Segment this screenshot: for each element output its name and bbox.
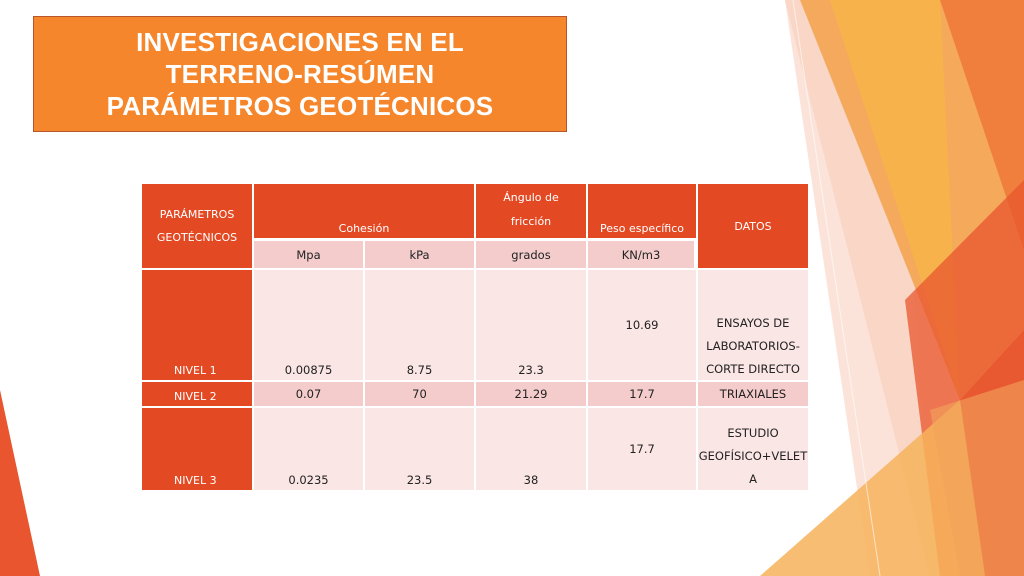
cell-datos-line: ESTUDIO: [727, 425, 779, 440]
cell-kpa-1: 8.75: [365, 270, 474, 380]
cell-value: 10.69: [625, 318, 659, 332]
row-label-text: NIVEL 2: [174, 390, 217, 403]
right-shape-bottom-2: [930, 380, 1024, 576]
header-peso-label: Peso específico: [599, 222, 685, 235]
cell-grados-1: 23.3: [476, 270, 586, 380]
header-parametros: PARÁMETROS GEOTÉCNICOS: [142, 184, 252, 268]
cell-kpa-3: 23.5: [365, 408, 474, 490]
cell-value: 0.0235: [288, 473, 329, 487]
header-peso: Peso específico: [588, 184, 696, 238]
cell-mpa-2: 0.07: [254, 382, 363, 406]
cell-datos-line: TRIAXIALES: [719, 387, 787, 401]
slide-title-line-3: PARÁMETROS GEOTÉCNICOS: [106, 91, 494, 121]
cell-value: 23.3: [518, 363, 544, 377]
cell-peso-2: 17.7: [588, 382, 696, 406]
cell-datos-line: GEOFÍSICO+VELET: [698, 448, 808, 463]
cell-mpa-1: 0.00875: [254, 270, 363, 380]
row-label-nivel-2: NIVEL 2: [142, 382, 252, 406]
header-parametros-line-1: PARÁMETROS: [159, 208, 235, 221]
cell-datos-line: LABORATORIOS-: [706, 338, 800, 353]
header-cohesion: Cohesión: [254, 184, 474, 238]
row-label-text: NIVEL 3: [174, 474, 217, 487]
header-datos: DATOS: [698, 184, 808, 268]
cell-datos-2: TRIAXIALES: [698, 382, 808, 406]
unit-mpa: Mpa: [254, 241, 363, 268]
left-triangle-shape: [0, 390, 40, 576]
cell-grados-3: 38: [476, 408, 586, 490]
cell-datos-line: ENSAYOS DE: [716, 315, 790, 330]
header-cohesion-label: Cohesión: [338, 222, 390, 235]
row-label-nivel-3: NIVEL 3: [142, 408, 252, 490]
slide-title-box: INVESTIGACIONES EN EL TERRENO-RESÚMEN PA…: [33, 16, 567, 132]
header-angulo-line-1: Ángulo de: [503, 190, 559, 204]
cell-value: 70: [412, 387, 427, 401]
cell-mpa-3: 0.0235: [254, 408, 363, 490]
slide-title-line-1: INVESTIGACIONES EN EL: [136, 27, 464, 57]
cell-value: 38: [523, 473, 539, 487]
slide-title-line-2: TERRENO-RESÚMEN: [165, 59, 435, 89]
cell-value: 17.7: [629, 387, 655, 401]
cell-value: 17.7: [629, 442, 655, 456]
geotechnical-parameters-table: PARÁMETROS GEOTÉCNICOS Cohesión Ángulo d…: [142, 184, 808, 490]
cell-value: 0.07: [295, 387, 322, 401]
cell-datos-line: CORTE DIRECTO: [706, 361, 800, 376]
header-angulo-line-2: fricción: [510, 214, 552, 228]
right-shape-bottom: [760, 400, 985, 576]
cell-value: 21.29: [514, 387, 548, 401]
cell-grados-2: 21.29: [476, 382, 586, 406]
header-parametros-line-2: GEOTÉCNICOS: [156, 231, 238, 244]
right-shape-deep: [940, 0, 1024, 250]
cell-peso-3: 17.7: [588, 408, 696, 490]
row-label-text: NIVEL 1: [174, 364, 217, 377]
header-angulo: Ángulo de fricción: [476, 184, 586, 238]
cell-datos-line: A: [749, 471, 757, 486]
cell-datos-1: ENSAYOS DE LABORATORIOS- CORTE DIRECTO: [698, 270, 808, 380]
cell-value: 23.5: [406, 473, 433, 487]
unit-kpa: kPa: [365, 241, 474, 268]
cell-kpa-2: 70: [365, 382, 474, 406]
row-label-nivel-1: NIVEL 1: [142, 270, 252, 380]
unit-grados: grados: [476, 241, 586, 268]
cell-value: 0.00875: [284, 363, 333, 377]
cell-value: 8.75: [406, 363, 433, 377]
cell-datos-3: ESTUDIO GEOFÍSICO+VELET A: [698, 408, 808, 490]
header-datos-label: DATOS: [734, 220, 772, 233]
cell-peso-1: 10.69: [588, 270, 696, 380]
unit-kn: KN/m3: [588, 241, 694, 268]
